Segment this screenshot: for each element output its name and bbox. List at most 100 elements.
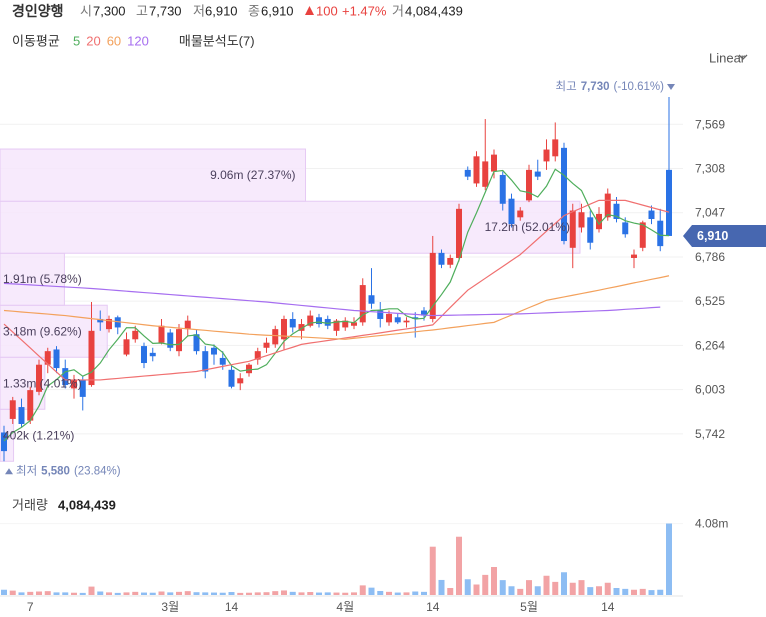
volume-bar <box>429 546 436 595</box>
legend-entry[interactable]: 5 <box>73 34 80 49</box>
volume-bar <box>377 590 384 595</box>
volume-bar <box>613 588 620 595</box>
candle-body <box>394 317 401 323</box>
candle-body <box>193 334 200 352</box>
x-tick-label: 7 <box>27 600 34 614</box>
close-label: 종 <box>248 4 260 19</box>
volume-bar <box>132 591 139 595</box>
volume-bar <box>36 591 42 595</box>
volume-profile <box>0 148 581 462</box>
up-arrow <box>305 6 314 15</box>
candle-body <box>53 349 60 369</box>
volume-bar <box>447 588 454 595</box>
candle-body <box>97 318 104 323</box>
volume-bar <box>639 588 646 595</box>
profile-label: 9.06m (27.37%) <box>210 168 295 182</box>
candle-body <box>272 329 279 345</box>
legend-entry[interactable]: 120 <box>127 34 149 49</box>
candle-body <box>639 222 646 248</box>
candle-body <box>333 320 340 331</box>
x-tick-label: 5월 <box>520 600 538 614</box>
volume-bar <box>526 580 532 595</box>
y-tick-label: 5,742 <box>695 427 725 441</box>
y-tick-label: 6,786 <box>695 250 725 264</box>
volume-bar <box>333 592 340 595</box>
candle-body <box>631 254 637 258</box>
candle-body <box>657 220 664 247</box>
candle-body <box>71 379 77 389</box>
profile-label: 1.91m (5.78%) <box>3 272 82 286</box>
volume-bar <box>307 592 314 595</box>
candle-body <box>62 368 69 386</box>
volume-bar <box>211 592 217 595</box>
candle-body <box>324 318 331 326</box>
candle-body <box>482 161 489 187</box>
volume-bar <box>368 587 375 595</box>
legend-entry[interactable]: 20 <box>86 34 100 49</box>
candle-body <box>403 320 410 323</box>
volume-bar <box>456 536 462 595</box>
x-tick-label: 4월 <box>336 600 354 614</box>
candle-body <box>254 351 261 360</box>
volume-bar <box>359 585 366 595</box>
candle-body <box>438 252 445 265</box>
candle-body <box>622 222 629 235</box>
volume-bar <box>324 592 331 595</box>
candle-body <box>167 332 174 348</box>
scale-selector[interactable]: Linear <box>709 51 746 66</box>
candle-body <box>561 147 567 242</box>
y-tick-label: 7,047 <box>695 206 725 220</box>
candle-body <box>141 346 147 364</box>
candle-body <box>18 407 25 425</box>
volume-bar <box>561 572 567 595</box>
candle-body <box>368 295 375 304</box>
volume-bar <box>298 592 305 595</box>
volume-bar <box>517 588 524 595</box>
volume-bar <box>508 586 515 595</box>
volume-bar <box>403 592 410 595</box>
volume-bar <box>289 591 296 595</box>
profile-legend[interactable]: 매물분석도(7) <box>179 34 255 49</box>
volume-bar <box>394 592 401 595</box>
volume-bar <box>123 592 130 595</box>
candle-body <box>421 310 427 316</box>
x-tick-label: 14 <box>426 600 440 614</box>
volume-bar <box>569 582 576 595</box>
ma-legend-title[interactable]: 이동평균 <box>12 34 60 49</box>
volume-bar <box>464 579 471 595</box>
volume-bars <box>1 523 672 595</box>
volume-bar <box>666 523 672 595</box>
volume-bar <box>421 591 427 595</box>
candle-body <box>613 203 620 220</box>
volume-bar <box>18 592 25 595</box>
volume-bar <box>438 579 445 595</box>
volume-bar <box>97 591 104 595</box>
candle-body <box>429 252 436 319</box>
volume-bar <box>657 589 664 595</box>
legend-entry[interactable]: 60 <box>107 34 121 49</box>
candle-body <box>219 357 226 365</box>
candle-body <box>176 329 182 352</box>
y-tick-label: 7,308 <box>695 162 725 176</box>
candle-body <box>473 156 480 184</box>
candle-body <box>543 149 550 162</box>
candle-body <box>648 210 655 220</box>
volume-bar <box>631 589 637 595</box>
volume-bar <box>342 592 349 595</box>
volume-bar <box>543 575 550 595</box>
volume-bar <box>176 591 182 595</box>
candle-body <box>552 139 559 157</box>
volume-bar <box>351 592 357 595</box>
candle-body <box>412 317 419 319</box>
y-tick-label: 6,264 <box>695 338 725 352</box>
volume-bar <box>158 591 165 595</box>
volume-bar <box>79 592 86 595</box>
candle-body <box>9 400 16 419</box>
low-label: 최저 <box>16 464 37 477</box>
volume-bar <box>53 592 60 595</box>
volume-bar <box>237 592 244 595</box>
candle-body <box>386 313 392 323</box>
volume-bar <box>499 580 506 595</box>
low-price: 5,580 <box>41 465 70 477</box>
scale-chevron[interactable] <box>738 54 748 60</box>
